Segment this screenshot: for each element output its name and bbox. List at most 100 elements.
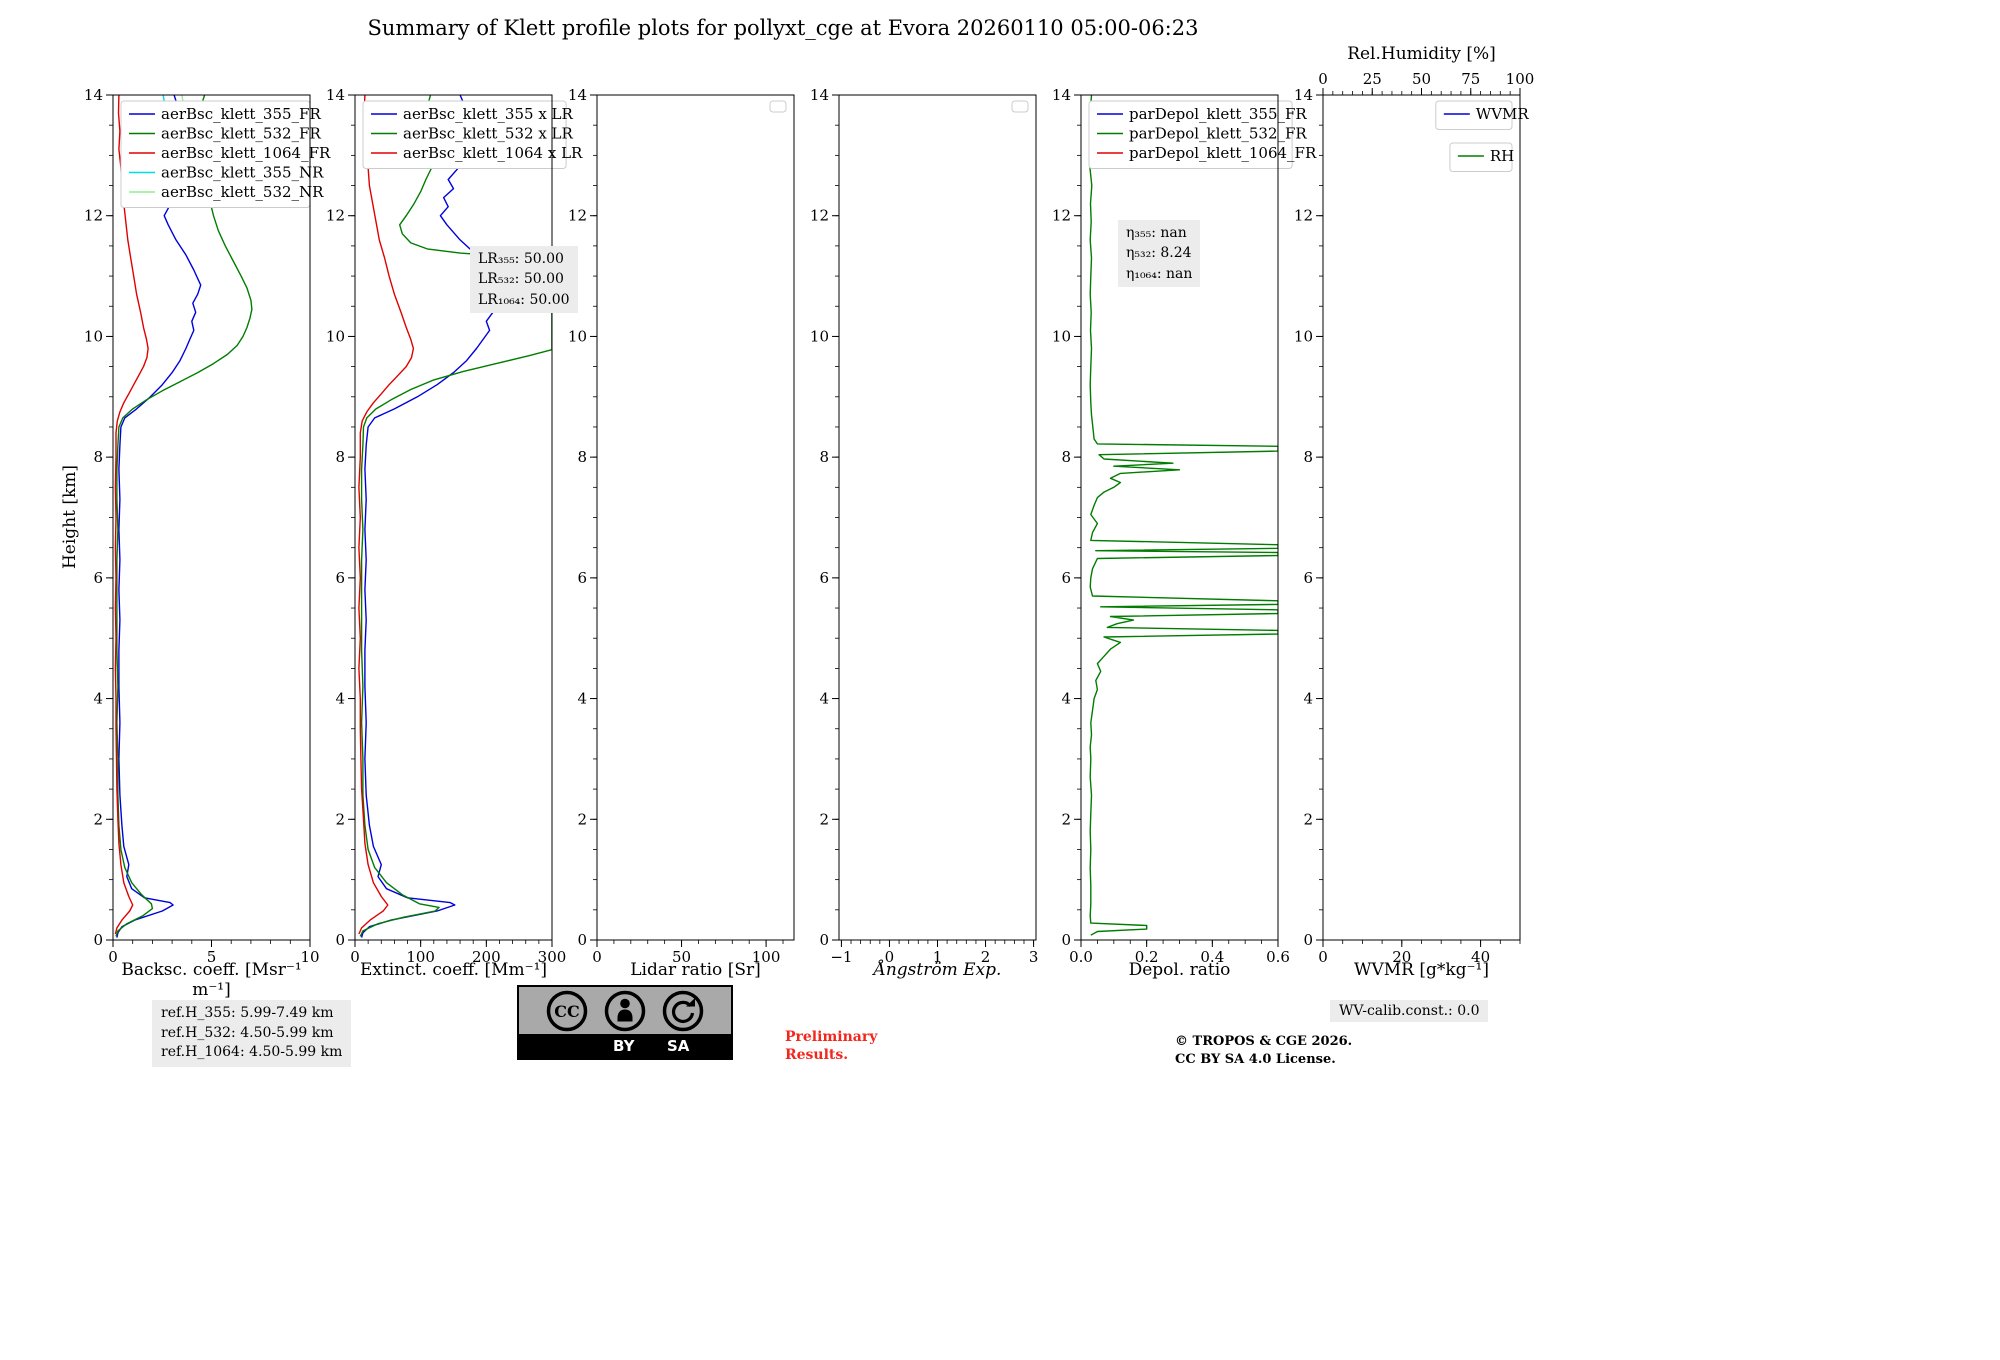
y-tick-label: 2 <box>1303 810 1313 828</box>
copyright-line-1: © TROPOS & CGE 2026. <box>1175 1034 1353 1049</box>
x-tick-label: 20 <box>1392 948 1411 966</box>
x-tick-label: 0 <box>885 948 895 966</box>
legend-label: aerBsc_klett_532 x LR <box>403 125 574 143</box>
x-tick-label: 0 <box>108 948 118 966</box>
annotation-line: LR₃₅₅: 50.00 <box>478 251 564 267</box>
x-tick-label: 3 <box>1029 948 1039 966</box>
y-tick-label: 0 <box>577 931 587 949</box>
ref-height-355: ref.H_355: 5.99-7.49 km <box>161 1005 334 1021</box>
panel-lidar-ratio: 0 50 100 0 2 4 6 8 10 12 14 <box>568 86 795 966</box>
reference-height-box: ref.H_355: 5.99-7.49 km ref.H_532: 4.50-… <box>152 1000 352 1067</box>
x-tick-label: 0.0 <box>1069 948 1093 966</box>
legend-box <box>1088 100 1293 169</box>
wv-calib-box: WV-calib.const.: 0.0 <box>1330 1000 1489 1022</box>
y-tick-label: 8 <box>1061 448 1071 466</box>
x-tick-label: 300 <box>538 948 567 966</box>
y-tick-label: 0 <box>1303 931 1313 949</box>
y-axis-label: Height [km] <box>60 465 80 569</box>
legend-label: aerBsc_klett_355_NR <box>161 164 324 182</box>
y-tick-label: 2 <box>335 810 345 828</box>
y-tick-label: 2 <box>1061 810 1071 828</box>
annotation-line: η₅₃₂: 8.24 <box>1126 245 1192 262</box>
series-group <box>358 95 552 938</box>
x-tick-label: 100 <box>752 948 781 966</box>
share-alike-icon <box>662 990 704 1031</box>
top-tick-label: 0 <box>1318 70 1328 88</box>
legend-label: WVMR <box>1476 105 1530 123</box>
y-tick-label: 0 <box>819 931 829 949</box>
panel-backscatter: 0 5 10 0 2 4 6 8 10 12 14 aerBsc_klett_355_FR aerBsc… <box>84 86 331 966</box>
annotation-line: LR₁₀₆₄: 50.00 <box>478 291 570 308</box>
y-tick-label: 10 <box>568 327 587 345</box>
cc-sa-label: SA <box>667 1037 690 1055</box>
x-tick-label: 0 <box>350 948 360 966</box>
top-axis-label: Rel.Humidity [%] <box>1347 44 1496 64</box>
legend-label: aerBsc_klett_532_NR <box>161 183 324 201</box>
y-tick-label: 6 <box>819 569 829 587</box>
x-tick-label: 2 <box>981 948 991 966</box>
y-tick-label: 4 <box>577 690 587 708</box>
preliminary-line-1: Preliminary <box>785 1029 878 1045</box>
legend-box <box>1435 100 1513 130</box>
y-tick-label: 4 <box>1303 690 1313 708</box>
x-tick-label: −1 <box>830 948 852 966</box>
legend-label: parDepol_klett_532_FR <box>1129 125 1307 143</box>
x-axis-label-depol: Depol. ratio <box>1128 960 1231 980</box>
panel-extinction: 0 100 200 300 0 2 4 6 8 10 12 14 aerBsc_klett_355 x … <box>326 86 583 966</box>
y-tick-label: 10 <box>84 327 103 345</box>
y-tick-label: 12 <box>568 207 587 225</box>
copyright-note: © TROPOS & CGE 2026. CC BY SA 4.0 Licens… <box>1175 1033 1352 1069</box>
x-tick-label: 0.6 <box>1266 948 1290 966</box>
legend-label: parDepol_klett_1064_FR <box>1129 144 1317 162</box>
y-tick-label: 10 <box>1294 327 1313 345</box>
top-tick-label: 100 <box>1506 70 1535 88</box>
y-tick-label: 14 <box>568 86 587 104</box>
y-tick-label: 8 <box>577 448 587 466</box>
x-axis-label-extinction: Extinct. coeff. [Mm⁻¹] <box>359 960 548 980</box>
cc-badge-bar: BY SA <box>519 1034 731 1058</box>
top-tick-label: 75 <box>1461 70 1480 88</box>
x-tick-label: 0 <box>592 948 602 966</box>
series-aerBsc_klett_532_x_LR <box>359 95 552 937</box>
copyright-line-2: CC BY SA 4.0 License. <box>1175 1052 1336 1068</box>
x-tick-label: 50 <box>672 948 691 966</box>
y-tick-label: 4 <box>819 690 829 708</box>
series-group <box>1089 95 1278 936</box>
annotation-line: η₃₅₅: nan <box>1126 225 1187 241</box>
preliminary-line-2: Results. <box>785 1047 849 1064</box>
cc-license-badge: CC BY SA <box>517 985 733 1060</box>
y-tick-label: 12 <box>84 207 103 225</box>
y-tick-label: 4 <box>93 690 103 708</box>
y-tick-label: 6 <box>93 569 103 587</box>
y-tick-label: 2 <box>577 810 587 828</box>
series-aerBsc_klett_532_FR <box>115 95 253 937</box>
ref-height-532: ref.H_532: 4.50-5.99 km <box>161 1024 334 1041</box>
annotation-line: η₁₀₆₄: nan <box>1126 265 1193 282</box>
y-tick-label: 10 <box>1052 327 1071 345</box>
series-aerBsc_klett_1064_x_LR <box>358 95 415 935</box>
y-tick-label: 2 <box>93 810 103 828</box>
series-aerBsc_klett_355_FR <box>116 95 202 938</box>
cc-icon-text: CC <box>554 1002 579 1021</box>
x-tick-label: 40 <box>1471 948 1490 966</box>
y-tick-label: 14 <box>1052 86 1071 104</box>
y-tick-label: 6 <box>335 569 345 587</box>
series-aerBsc_klett_355_x_LR <box>360 95 502 938</box>
attribution-person-icon <box>604 990 646 1031</box>
y-tick-label: 6 <box>1061 569 1071 587</box>
y-tick-label: 8 <box>819 448 829 466</box>
x-axis-label-wvmr: WVMR [g*kg⁻¹] <box>1354 960 1489 980</box>
axes-border <box>354 94 553 941</box>
y-tick-label: 2 <box>819 810 829 828</box>
top-tick-label: 50 <box>1412 70 1431 88</box>
x-tick-label: 0 <box>1318 948 1328 966</box>
series-parDepol_klett_532_FR <box>1089 95 1278 936</box>
legend-label: aerBsc_klett_355 x LR <box>403 105 574 123</box>
eta-annotation: η₃₅₅: nan η₅₃₂: 8.24 η₁₀₆₄: nan <box>1118 220 1201 287</box>
x-tick-label: 100 <box>406 948 435 966</box>
y-tick-label: 12 <box>326 207 345 225</box>
figure-title: Summary of Klett profile plots for polly… <box>367 16 1199 40</box>
panel-wvmr: 0 20 40 0 2 4 6 8 10 12 14 0 25 50 75 100 WVMR RH <box>1294 70 1534 966</box>
x-tick-label: 5 <box>207 948 217 966</box>
